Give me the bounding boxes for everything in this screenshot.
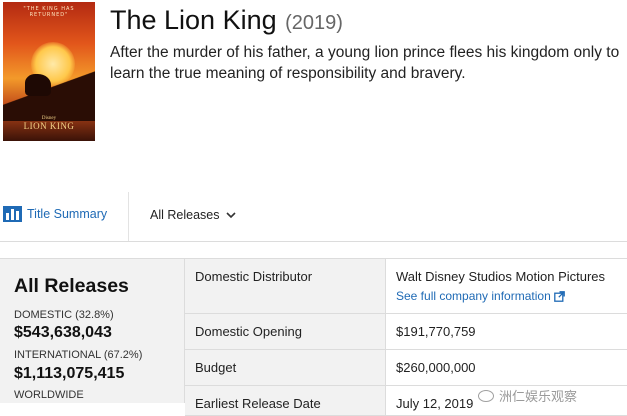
domestic-gross: $543,638,043: [14, 324, 112, 342]
table-row: Domestic Distributor Walt Disney Studios…: [185, 259, 627, 314]
movie-title: The Lion King: [110, 5, 277, 35]
release-date-label: Earliest Release Date: [185, 386, 386, 416]
domestic-label: DOMESTIC (32.8%): [14, 309, 114, 321]
poster-logo: LION KING: [3, 121, 95, 131]
external-link-icon: [554, 291, 565, 302]
poster-lion: [25, 74, 51, 96]
summary-heading: All Releases: [14, 275, 129, 298]
movie-year: (2019): [285, 12, 343, 34]
international-gross: $1,113,075,415: [14, 365, 124, 383]
tabs-divider: [0, 241, 627, 242]
watermark: 洲仁娱乐观察: [478, 386, 577, 405]
tab-title-summary[interactable]: Title Summary: [3, 206, 107, 222]
table-row: Domestic Opening $191,770,759: [185, 314, 627, 350]
tab-divider: [128, 192, 129, 242]
movie-synopsis: After the murder of his father, a young …: [110, 42, 627, 84]
page-title: The Lion King (2019): [110, 5, 343, 36]
poster-tagline: "THE KING HAS RETURNED": [3, 6, 95, 18]
tab-title-summary-label: Title Summary: [27, 207, 107, 221]
company-info-link[interactable]: See full company information: [396, 289, 565, 303]
bar-chart-icon: [3, 206, 22, 222]
wechat-icon: [478, 390, 494, 402]
table-row: Budget $260,000,000: [185, 350, 627, 386]
releases-summary-panel: All Releases DOMESTIC (32.8%) $543,638,0…: [0, 258, 185, 403]
international-label: INTERNATIONAL (67.2%): [14, 349, 142, 361]
opening-label: Domestic Opening: [185, 314, 386, 350]
tab-all-releases-label: All Releases: [150, 208, 219, 222]
worldwide-label: WORLDWIDE: [14, 389, 84, 401]
tab-all-releases-dropdown[interactable]: All Releases: [150, 208, 236, 222]
distributor-label: Domestic Distributor: [185, 259, 386, 314]
budget-value: $260,000,000: [386, 350, 627, 386]
distributor-value: Walt Disney Studios Motion Pictures: [396, 259, 617, 284]
chevron-down-icon: [226, 212, 236, 219]
opening-value: $191,770,759: [386, 314, 627, 350]
budget-label: Budget: [185, 350, 386, 386]
movie-poster: "THE KING HAS RETURNED" Disney LION KING: [3, 2, 95, 141]
company-info-link-label: See full company information: [396, 289, 551, 303]
distributor-cell: Walt Disney Studios Motion Pictures See …: [386, 259, 627, 314]
watermark-text: 洲仁娱乐观察: [499, 386, 577, 405]
